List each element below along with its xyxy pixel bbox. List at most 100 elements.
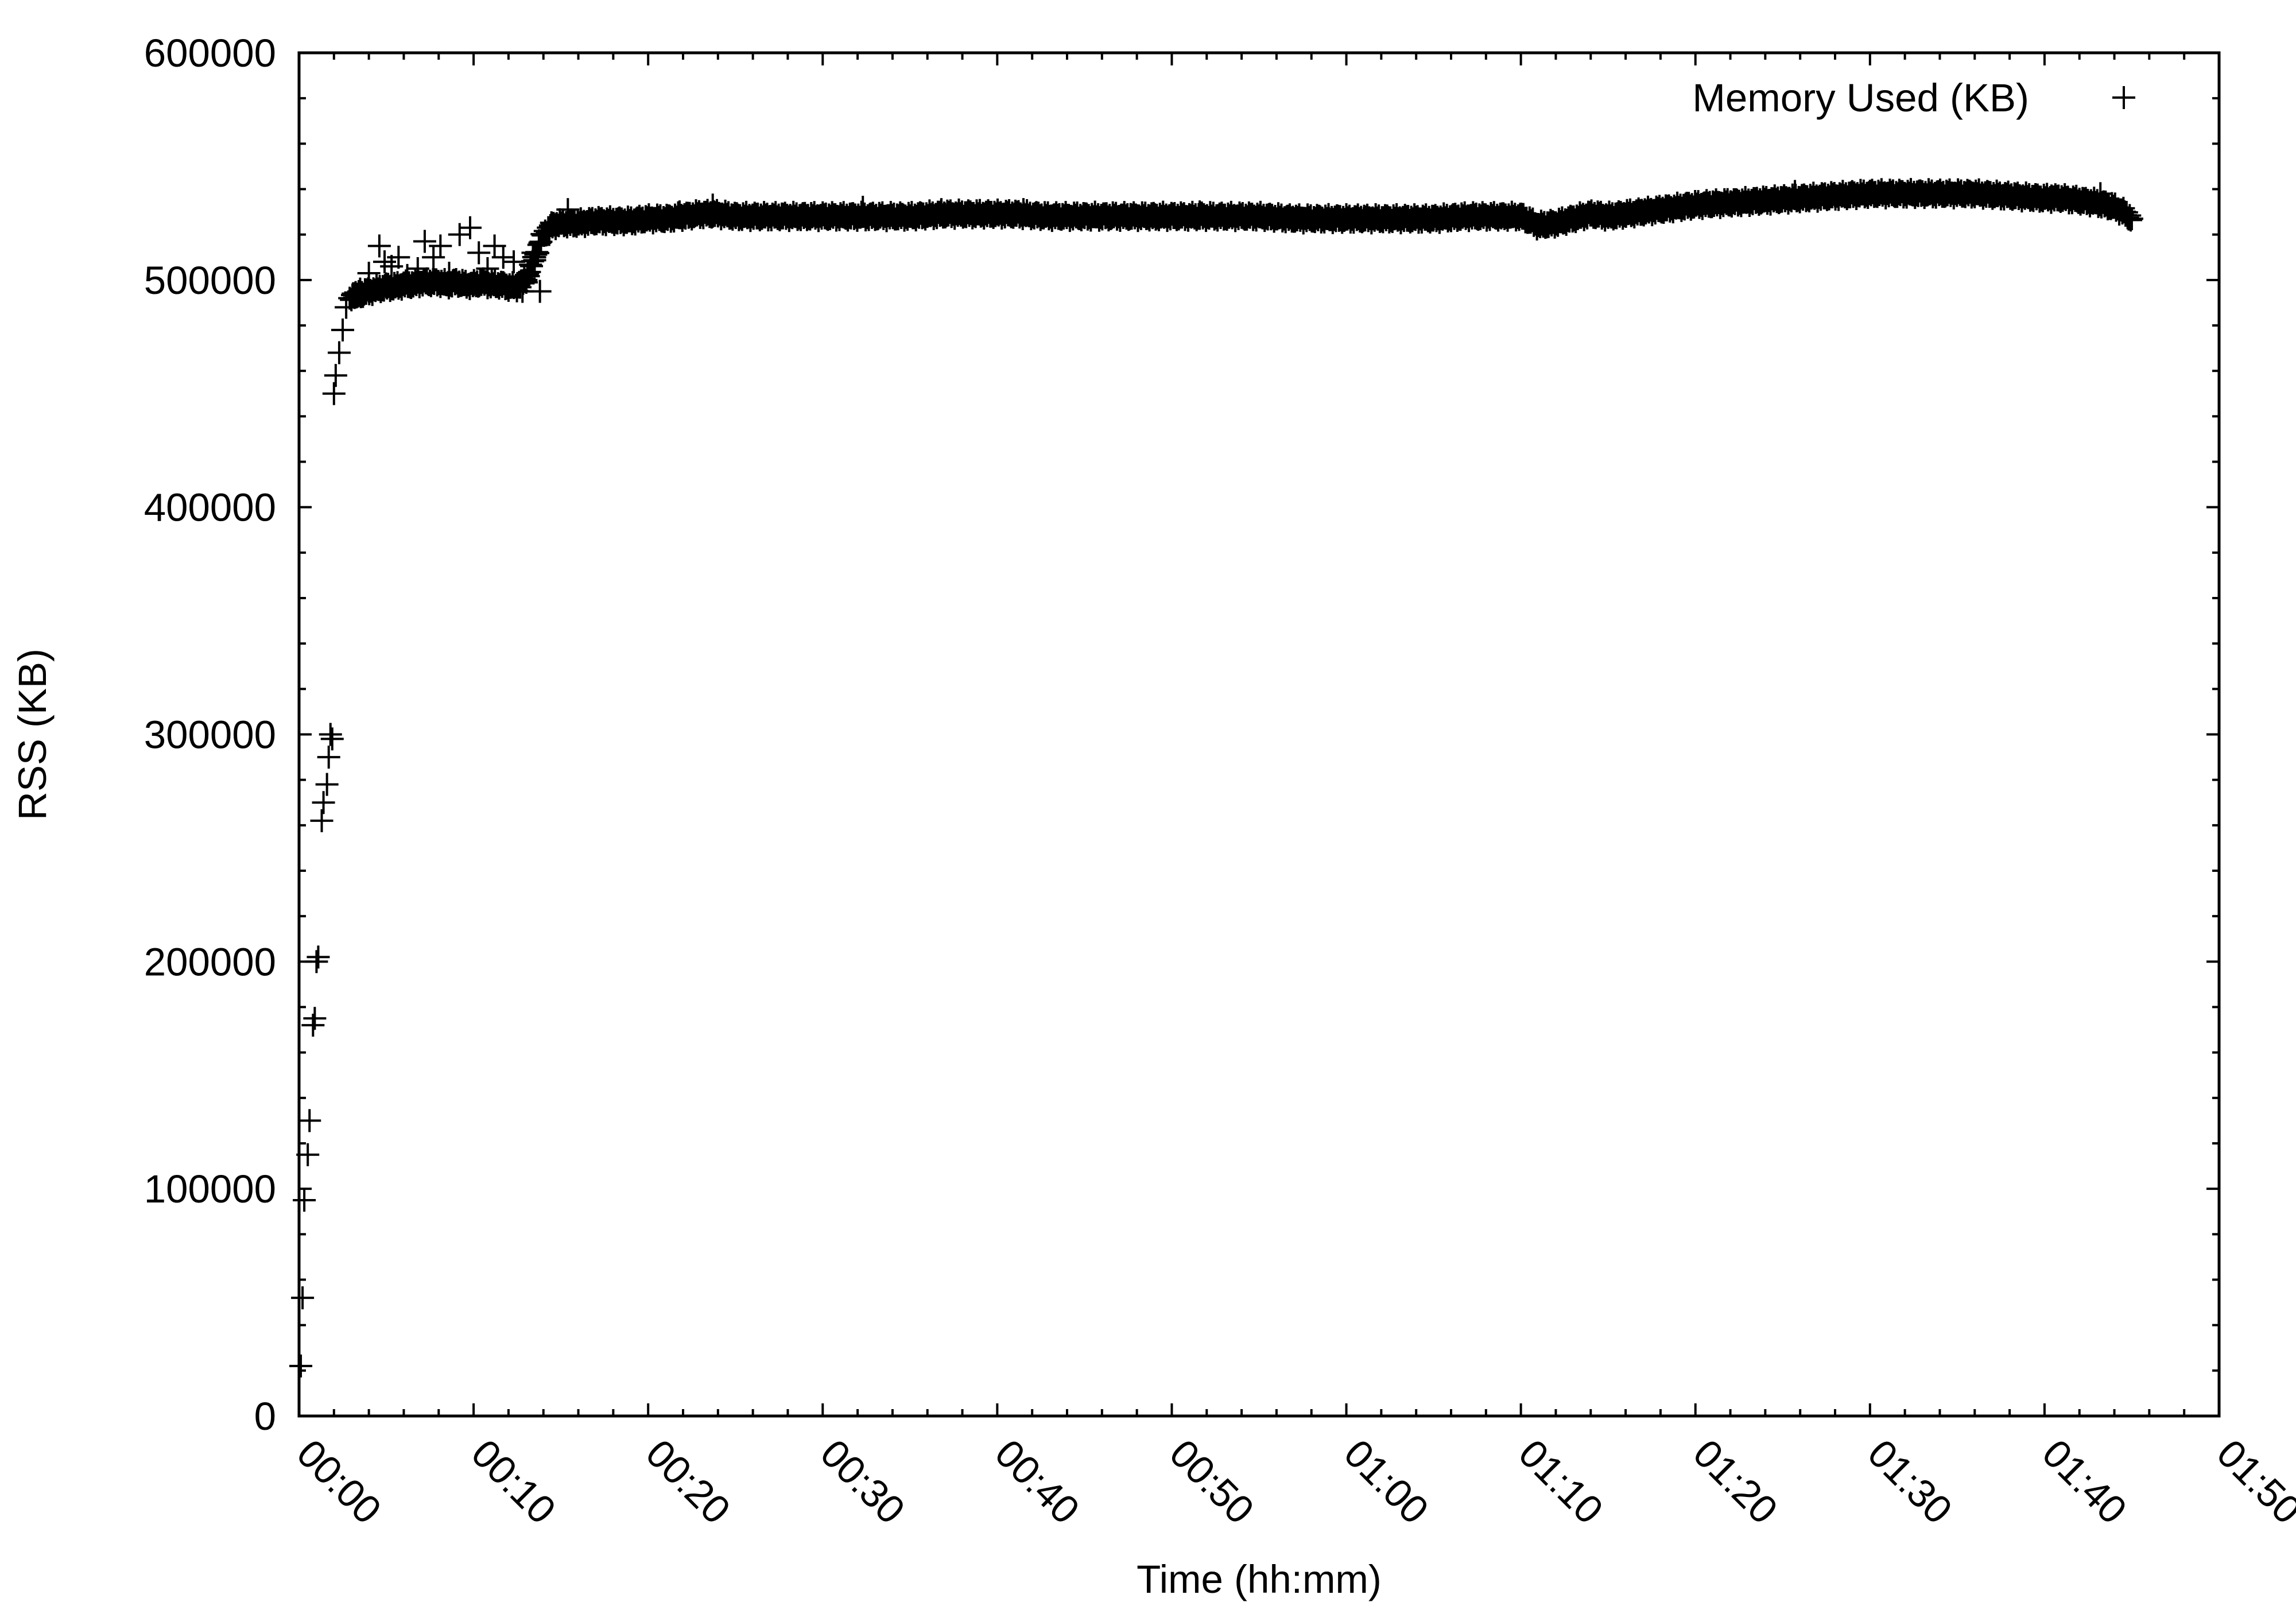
- data-point: [863, 205, 887, 228]
- data-point: [567, 211, 590, 235]
- legend-marker-plus: [2112, 86, 2135, 109]
- plot-frame: [297, 51, 2221, 1418]
- y-tick-label: 200000: [144, 940, 276, 984]
- data-point: [1108, 205, 1131, 228]
- data-point: [1212, 205, 1236, 228]
- data-point: [1824, 184, 1847, 208]
- data-point: [357, 261, 381, 285]
- data-point: [793, 205, 817, 228]
- data-point: [1614, 203, 1638, 226]
- data-point: [1177, 205, 1201, 228]
- data-point: [672, 205, 695, 228]
- data-point: [1649, 198, 1672, 222]
- data-point: [2040, 184, 2064, 208]
- data-point: [523, 246, 546, 269]
- data-point: [437, 261, 461, 285]
- data-point: [289, 1354, 313, 1378]
- data-point: [1579, 203, 1603, 226]
- data-point: [619, 209, 642, 232]
- data-point: [429, 234, 452, 258]
- data-point: [459, 216, 482, 239]
- data-point: [1963, 182, 1987, 205]
- data-point: [759, 205, 782, 228]
- data-point: [724, 205, 747, 228]
- data-point: [307, 945, 330, 969]
- data-point: [413, 230, 436, 253]
- data-point: [1188, 200, 1212, 224]
- data-point: [291, 1286, 315, 1310]
- data-point: [331, 318, 355, 342]
- data-point: [933, 203, 957, 226]
- data-point: [1684, 193, 1707, 217]
- legend-marker-plus: [2112, 86, 2135, 109]
- data-point: [528, 280, 552, 303]
- data-point: [898, 205, 922, 228]
- data-point: [335, 296, 358, 319]
- data-point: [1073, 205, 1096, 228]
- data-point: [668, 200, 691, 224]
- data-point: [701, 193, 724, 217]
- data-point: [1544, 211, 1568, 235]
- data-point: [1422, 207, 1445, 230]
- data-point: [293, 1188, 316, 1212]
- data-point: [298, 1109, 321, 1132]
- data-point: [322, 382, 346, 405]
- data-point: [654, 207, 677, 230]
- data-points: [289, 178, 2143, 1378]
- y-tick-label: 600000: [144, 31, 276, 75]
- data-point: [1352, 207, 1375, 230]
- data-point: [1143, 205, 1166, 228]
- data-point: [312, 791, 335, 814]
- data-point: [1783, 180, 1807, 203]
- y-tick-label: 0: [254, 1394, 276, 1438]
- data-point: [1666, 196, 1690, 219]
- data-point: [1858, 182, 1882, 205]
- data-point: [1719, 191, 1742, 215]
- data-point: [1998, 184, 2022, 208]
- data-point: [327, 341, 351, 364]
- data-point: [2085, 191, 2109, 215]
- data-point: [1527, 214, 1550, 237]
- data-point: [367, 234, 391, 258]
- data-point: [315, 773, 339, 796]
- data-point: [2050, 187, 2074, 210]
- data-point: [556, 198, 580, 222]
- x-axis-title: Time (hh:mm): [1137, 1557, 1382, 1601]
- data-point: [319, 723, 342, 746]
- data-point: [1317, 207, 1341, 230]
- y-tick-label: 500000: [144, 258, 276, 302]
- data-point: [1038, 205, 1061, 228]
- data-point: [502, 250, 526, 274]
- data-point: [851, 196, 875, 219]
- data-point: [521, 241, 545, 265]
- data-point: [828, 205, 852, 228]
- data-point: [1457, 205, 1480, 228]
- data-point: [706, 203, 730, 226]
- y-tick-label: 400000: [144, 486, 276, 530]
- data-point: [1596, 205, 1620, 228]
- data-point: [1247, 205, 1271, 228]
- data-point: [1387, 207, 1410, 230]
- data-point: [467, 241, 491, 265]
- data-point: [516, 261, 540, 285]
- data-point: [1928, 182, 1952, 205]
- data-point: [310, 809, 333, 832]
- data-point: [324, 364, 347, 387]
- data-point: [348, 277, 372, 301]
- data-point: [968, 203, 991, 226]
- data-point: [476, 257, 499, 281]
- data-point: [1561, 207, 1585, 230]
- y-tick-label: 300000: [144, 713, 276, 757]
- data-point: [406, 257, 429, 281]
- data-point: [1011, 198, 1035, 222]
- y-axis-title: RSS (KB): [10, 649, 55, 820]
- y-tick-label: 100000: [144, 1167, 276, 1211]
- legend-label: Memory Used (KB): [1692, 76, 2029, 120]
- data-point: [491, 246, 515, 269]
- data-point: [317, 746, 340, 769]
- data-point: [1631, 200, 1655, 224]
- data-point: [930, 198, 953, 222]
